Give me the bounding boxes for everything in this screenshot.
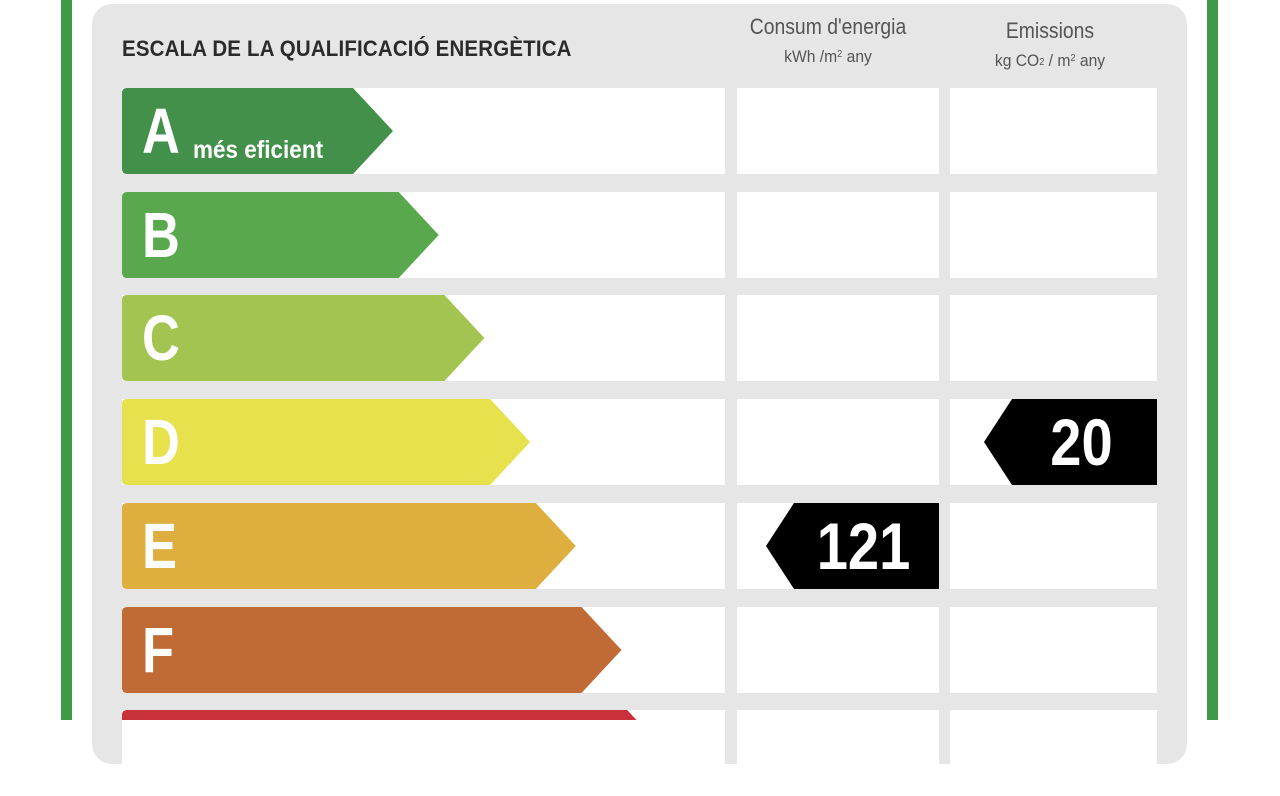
emissions-cell-b: [950, 192, 1157, 278]
rating-row-b: [122, 192, 725, 278]
emissions-rating-value: 20: [1050, 405, 1113, 479]
rating-row-f: [122, 607, 725, 693]
rating-letter-e: E: [142, 510, 178, 582]
rating-letter-g: G: [142, 717, 183, 789]
emissions-heading: Emissions: [1005, 18, 1095, 43]
rating-letter-b: B: [142, 199, 180, 271]
energy-heading: Consum d'energia: [749, 14, 907, 39]
emissions-cell-c: [950, 295, 1157, 381]
rating-sublabel-a: més eficient: [193, 136, 324, 164]
rating-row-d: [122, 399, 725, 485]
energy-rating-value: 121: [816, 509, 911, 583]
energy-cell-f: [737, 607, 939, 693]
energy-cell-b: [737, 192, 939, 278]
energy-unit: kWh /m2 any: [784, 47, 872, 66]
energy-cell-c: [737, 295, 939, 381]
frame-right-border: [1207, 0, 1218, 720]
rating-letter-d: D: [142, 406, 180, 478]
energy-cell-g: [737, 710, 939, 796]
rating-row-g: [122, 710, 725, 796]
frame-left-border: [61, 0, 72, 720]
emissions-cell-e: [950, 503, 1157, 589]
energy-cell-d: [737, 399, 939, 485]
emissions-cell-g: [950, 710, 1157, 796]
rating-letter-f: F: [142, 614, 175, 686]
rating-letter-c: C: [142, 302, 180, 374]
energy-cell-a: [737, 88, 939, 174]
rating-letter-a: A: [142, 95, 180, 167]
emissions-unit: kg CO2 / m2 any: [994, 51, 1106, 70]
emissions-cell-a: [950, 88, 1157, 174]
scale-title: ESCALA DE LA QUALIFICACIÓ ENERGÈTICA: [122, 36, 572, 61]
emissions-cell-f: [950, 607, 1157, 693]
emissions-column-header: Emissions kg CO2 / m2 any: [950, 18, 1150, 72]
rating-row-c: [122, 295, 725, 381]
rating-row-e: [122, 503, 725, 589]
energy-column-header: Consum d'energia kWh /m2 any: [737, 14, 919, 68]
